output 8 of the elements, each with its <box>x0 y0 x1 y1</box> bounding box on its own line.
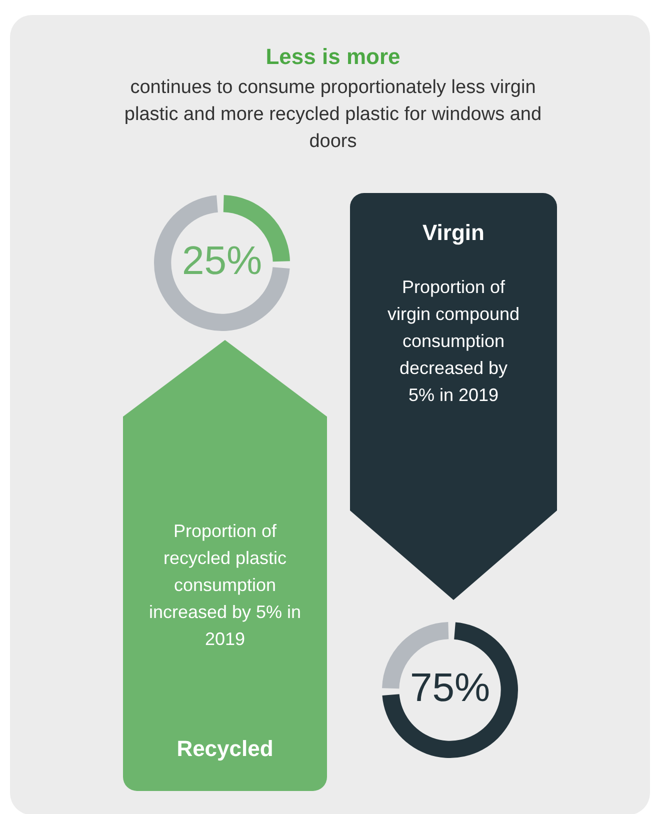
text: Virgin <box>422 220 486 246</box>
text: Proportion of virgin compound consumption decreased by 5% in 2019 <box>386 276 521 407</box>
text: Recycled <box>176 736 274 762</box>
chart-title: Less is more <box>264 44 402 70</box>
text: continues to consume proportionately less virgin plastic and more recycled plastic for windows and doors <box>123 76 543 154</box>
data-label: 75% <box>410 666 490 710</box>
data-label: 25% <box>182 239 262 284</box>
text: Proportion of recycled plastic consumption increased by 5% in 2019 <box>148 520 302 651</box>
